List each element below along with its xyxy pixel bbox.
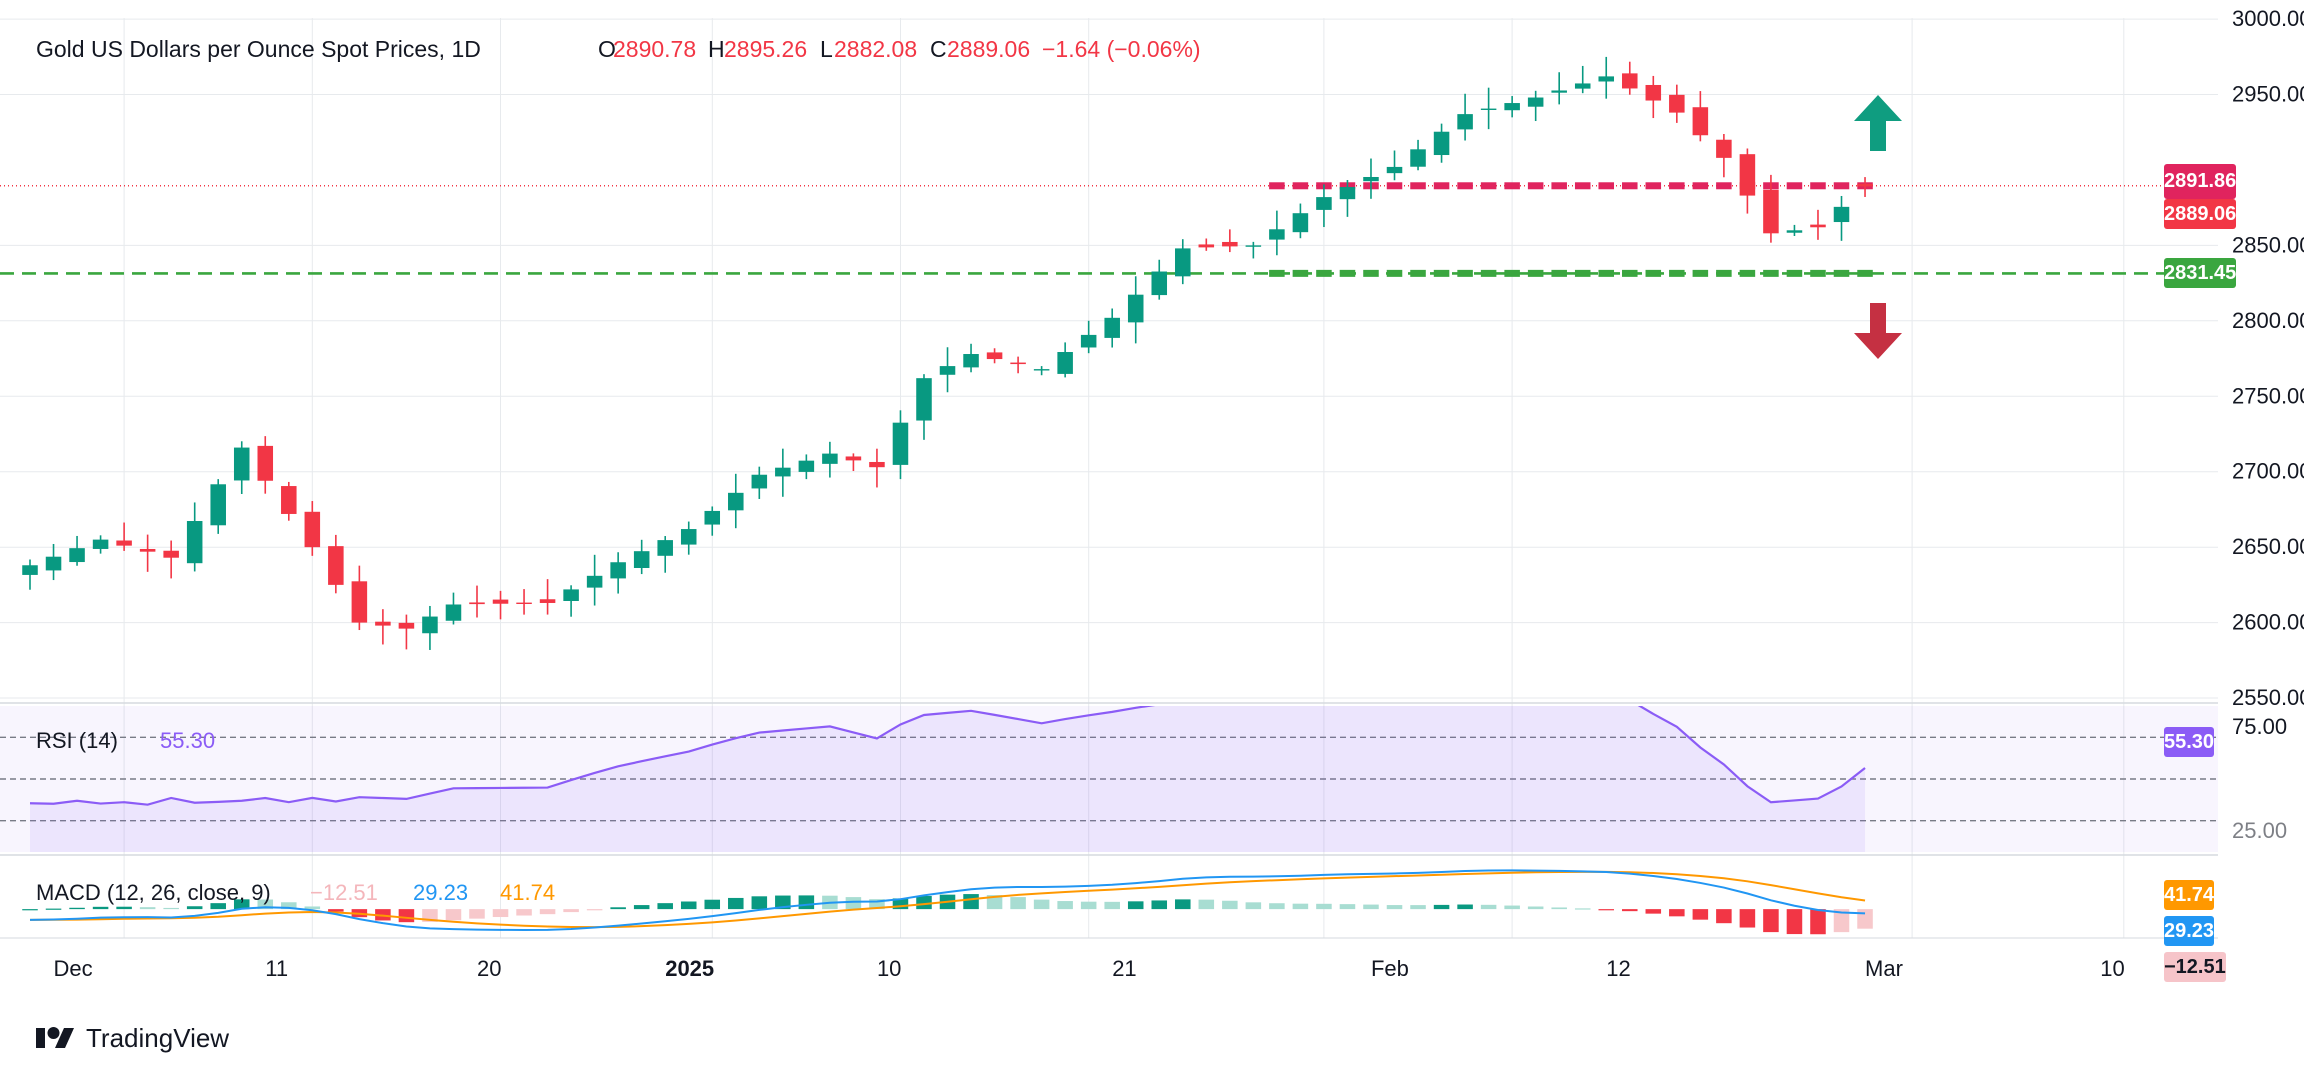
svg-text:2800.00: 2800.00 xyxy=(2232,308,2304,333)
svg-text:2700.00: 2700.00 xyxy=(2232,459,2304,484)
svg-text:2650.00: 2650.00 xyxy=(2232,534,2304,559)
svg-text:2550.00: 2550.00 xyxy=(2232,685,2304,710)
svg-text:2750.00: 2750.00 xyxy=(2232,383,2304,408)
svg-text:3000.00: 3000.00 xyxy=(2232,6,2304,31)
svg-text:2600.00: 2600.00 xyxy=(2232,610,2304,635)
svg-text:75.00: 75.00 xyxy=(2232,714,2287,739)
svg-text:25.00: 25.00 xyxy=(2232,818,2287,843)
svg-text:2950.00: 2950.00 xyxy=(2232,82,2304,107)
svg-text:2850.00: 2850.00 xyxy=(2232,232,2304,257)
